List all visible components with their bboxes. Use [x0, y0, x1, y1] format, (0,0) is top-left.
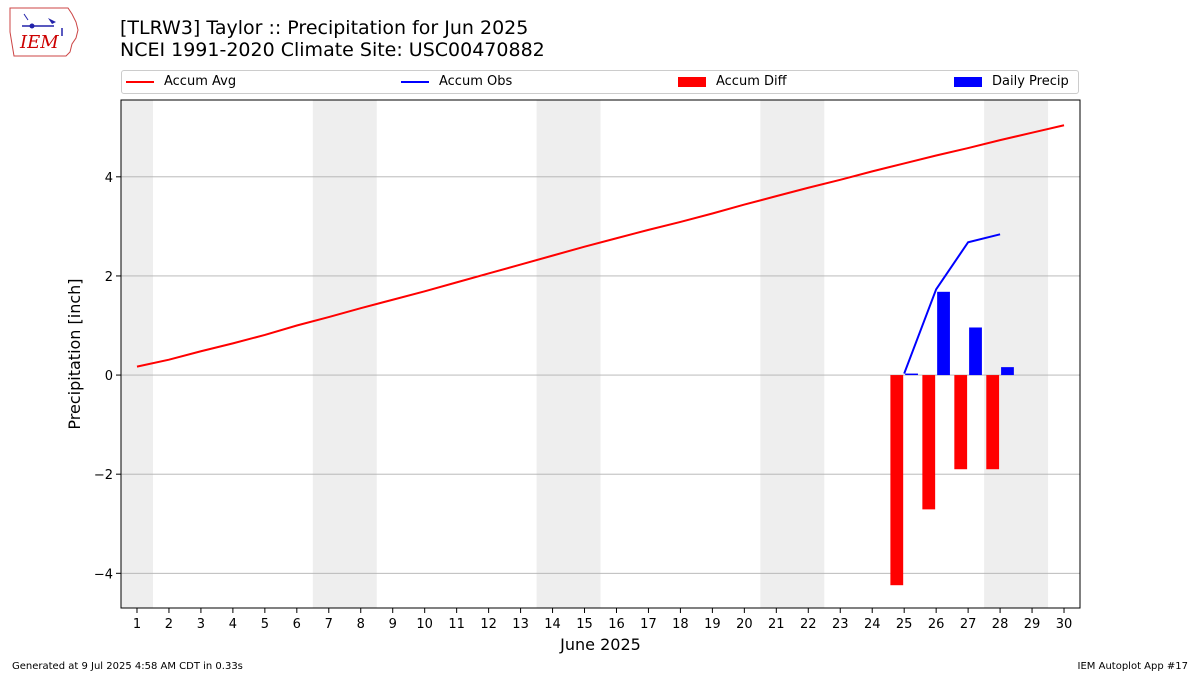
- x-tick-label: 30: [1056, 617, 1073, 632]
- weekend-band-1: [121, 100, 153, 608]
- legend-swatch-daily-precip: [954, 77, 982, 87]
- x-tick-label: 22: [800, 617, 817, 632]
- chart-title: [TLRW3] Taylor :: Precipitation for Jun …: [120, 17, 545, 61]
- x-tick-label: 9: [389, 617, 397, 632]
- legend-item-daily-precip: Daily Precip: [954, 74, 1069, 90]
- x-tick-label: 8: [357, 617, 365, 632]
- x-tick-label: 23: [832, 617, 849, 632]
- x-tick-label: 16: [608, 617, 625, 632]
- weekend-band-4: [760, 100, 825, 608]
- y-tick-label: −4: [94, 567, 113, 582]
- title-line-2: NCEI 1991-2020 Climate Site: USC00470882: [120, 39, 545, 61]
- bar-accum-diff-day-27: [954, 375, 968, 470]
- x-ticks-layer: 1 2 3 4 5 6 7 8 9 10 11 12 13 14 15 16 17 18 19 20 21 22 23 24 2…: [133, 608, 1072, 632]
- title-line-1: [TLRW3] Taylor :: Precipitation for Jun …: [120, 17, 529, 39]
- x-tick-label: 28: [992, 617, 1009, 632]
- y-tick-label: 4: [105, 171, 113, 186]
- legend-item-accum-avg: Accum Avg: [126, 74, 236, 90]
- y-ticks-layer: −4 −2 0 2 4: [94, 171, 121, 582]
- bar-daily-precip-day-27: [969, 327, 982, 376]
- x-tick-label: 5: [261, 617, 269, 632]
- x-tick-label: 20: [736, 617, 753, 632]
- x-tick-label: 29: [1024, 617, 1041, 632]
- footer-generated: Generated at 9 Jul 2025 4:58 AM CDT in 0…: [12, 661, 243, 672]
- x-tick-label: 17: [640, 617, 657, 632]
- x-tick-label: 18: [672, 617, 689, 632]
- x-tick-label: 27: [960, 617, 977, 632]
- legend-item-accum-obs: Accum Obs: [401, 74, 512, 90]
- weekend-band-3: [536, 100, 601, 608]
- x-tick-label: 21: [768, 617, 785, 632]
- weekend-shading-layer: [121, 100, 1049, 608]
- legend-item-accum-diff: Accum Diff: [678, 74, 787, 90]
- x-tick-label: 11: [448, 617, 465, 632]
- x-tick-label: 25: [896, 617, 913, 632]
- weekend-band-5: [984, 100, 1049, 608]
- x-tick-label: 4: [229, 617, 237, 632]
- y-tick-label: 0: [105, 369, 113, 384]
- x-tick-label: 26: [928, 617, 945, 632]
- legend-label-accum-avg: Accum Avg: [164, 74, 237, 89]
- bar-accum-diff-day-26: [922, 375, 936, 510]
- y-axis-label: Precipitation [inch]: [65, 278, 84, 429]
- x-tick-label: 13: [512, 617, 529, 632]
- lines-layer: [136, 124, 1065, 374]
- x-tick-label: 10: [416, 617, 433, 632]
- x-tick-label: 19: [704, 617, 721, 632]
- iem-logo: IEM: [6, 4, 82, 60]
- legend-label-accum-diff: Accum Diff: [716, 74, 787, 89]
- footer-app: IEM Autoplot App #17: [1077, 661, 1188, 672]
- series-line-accum-obs: [903, 233, 1001, 374]
- series-line-accum-avg: [136, 124, 1065, 368]
- x-tick-label: 2: [165, 617, 173, 632]
- bar-daily-precip-day-26: [937, 291, 950, 376]
- y-tick-label: −2: [94, 468, 113, 483]
- legend: Accum Avg Accum Obs Accum Diff Daily Pre…: [121, 70, 1079, 94]
- weekend-band-2: [312, 100, 377, 608]
- bar-daily-precip-day-25: [905, 373, 918, 376]
- y-tick-label: 2: [105, 270, 113, 285]
- legend-swatch-accum-avg: [126, 81, 154, 83]
- bar-accum-diff-day-25: [890, 375, 904, 586]
- grid-layer: [121, 176, 1080, 574]
- plot-frame: [120, 99, 1081, 609]
- x-tick-label: 3: [197, 617, 205, 632]
- legend-label-daily-precip: Daily Precip: [992, 74, 1069, 89]
- bars-layer: [890, 291, 1014, 586]
- x-tick-label: 7: [325, 617, 333, 632]
- legend-swatch-accum-diff: [678, 77, 706, 87]
- x-tick-label: 1: [133, 617, 141, 632]
- bar-daily-precip-day-28: [1001, 367, 1014, 376]
- x-tick-label: 15: [576, 617, 593, 632]
- legend-swatch-accum-obs: [401, 81, 429, 83]
- x-tick-label: 12: [480, 617, 497, 632]
- x-axis-label: June 2025: [559, 635, 641, 654]
- x-tick-label: 6: [293, 617, 301, 632]
- bar-accum-diff-day-28: [986, 375, 1000, 470]
- iowa-map-icon: [9, 7, 79, 57]
- x-tick-label: 14: [544, 617, 561, 632]
- legend-label-accum-obs: Accum Obs: [439, 74, 513, 89]
- logo-text: IEM: [20, 32, 59, 53]
- x-tick-label: 24: [864, 617, 881, 632]
